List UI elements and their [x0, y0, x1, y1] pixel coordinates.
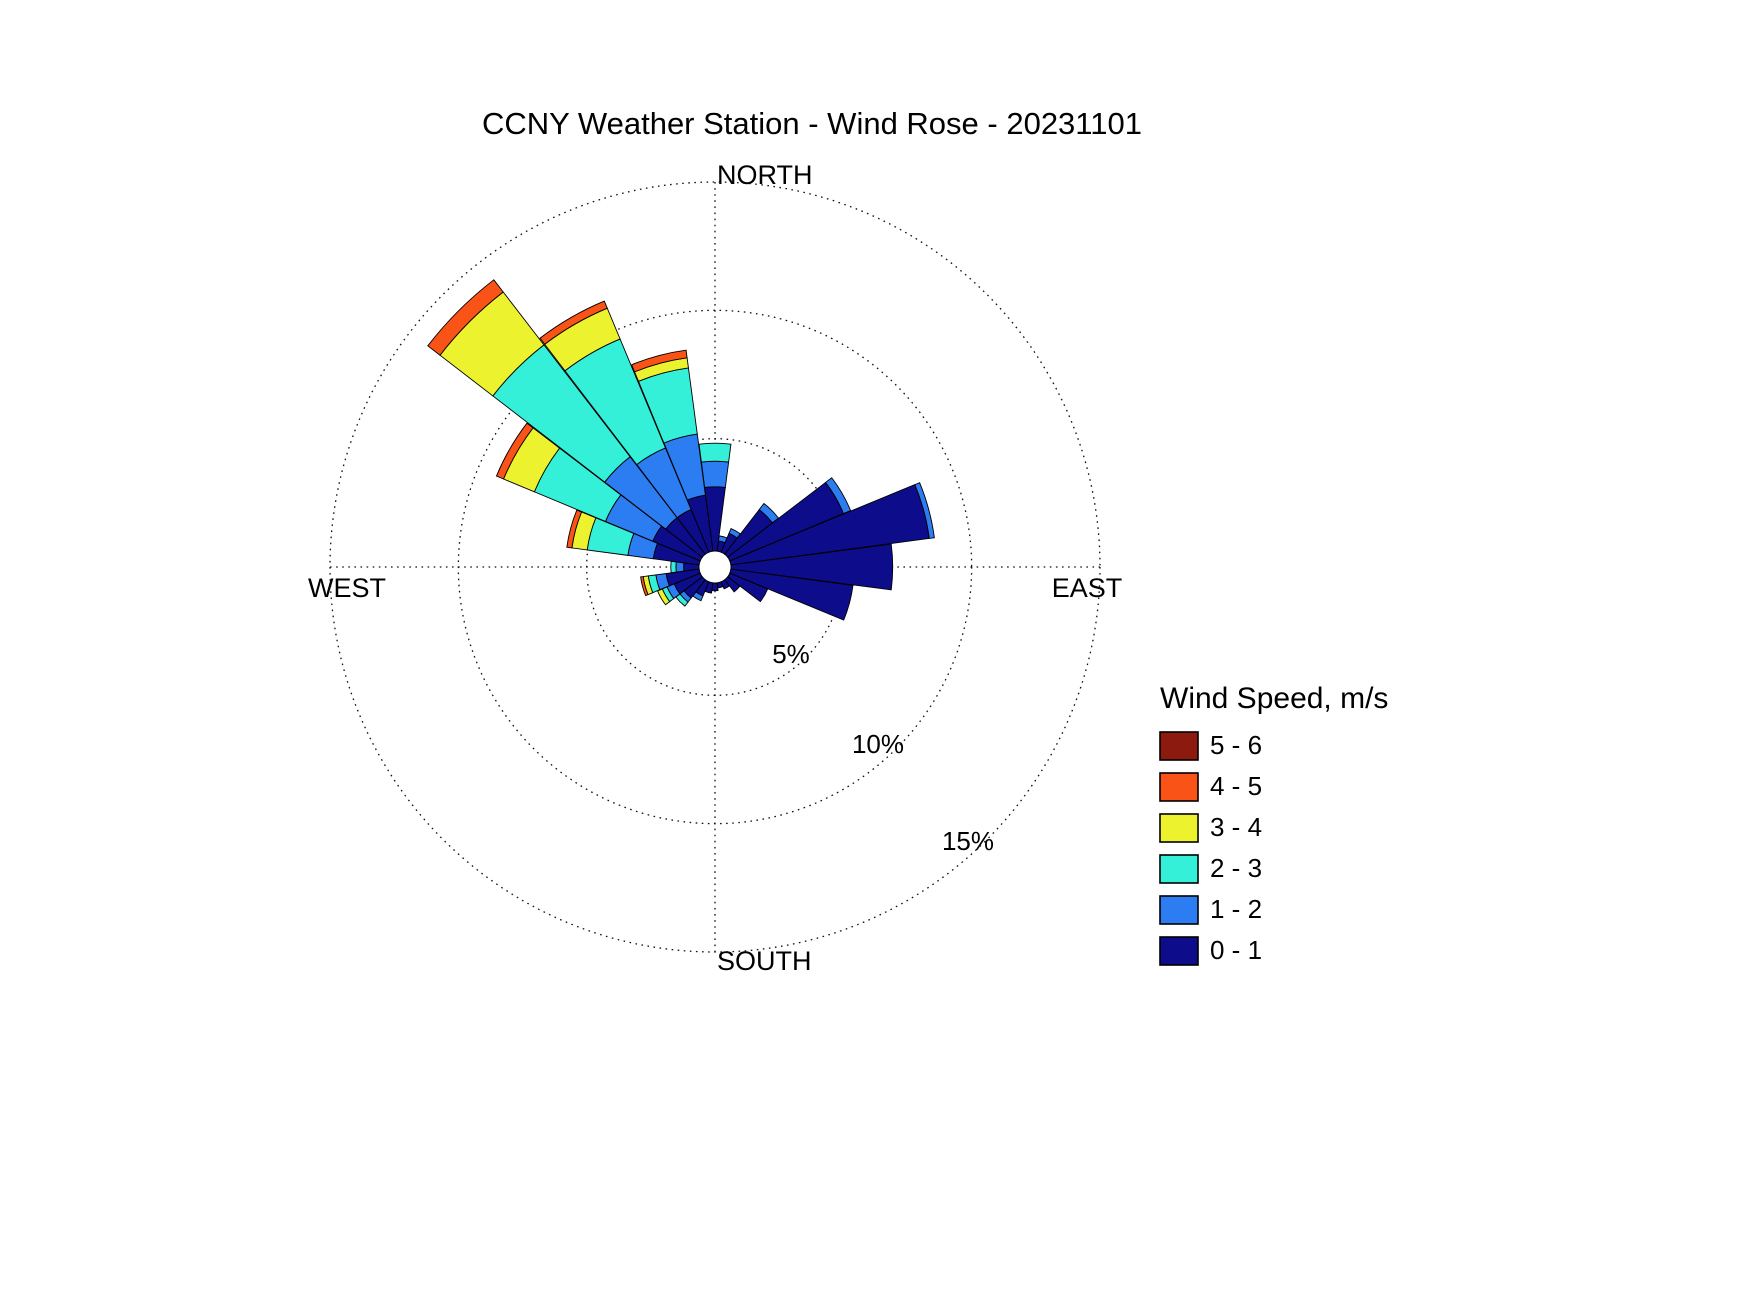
compass-label-east: EAST	[1052, 573, 1123, 603]
compass-label-north: NORTH	[717, 160, 813, 190]
ring-label-10: 10%	[852, 729, 904, 759]
compass-label-west: WEST	[308, 573, 386, 603]
windrose-petal-segment	[427, 279, 504, 356]
compass-label-south: SOUTH	[717, 946, 812, 976]
chart-title: CCNY Weather Station - Wind Rose - 20231…	[482, 106, 1142, 141]
windrose-petals	[427, 279, 935, 621]
windrose-petal-segment	[724, 576, 741, 593]
legend-title: Wind Speed, m/s	[1160, 682, 1388, 715]
legend-swatch	[1159, 895, 1199, 925]
grid-ring	[329, 181, 1101, 953]
legend-swatch	[1159, 813, 1199, 843]
windrose-petal-segment	[729, 568, 854, 621]
windrose-petal-segment	[700, 460, 730, 489]
polar-grid	[329, 181, 1101, 953]
legend-entry-label: 3 - 4	[1210, 812, 1262, 842]
legend-swatch	[1159, 854, 1199, 884]
windrose-petal-segment	[698, 442, 732, 463]
legend-entry-label: 1 - 2	[1210, 894, 1262, 924]
grid-ring	[457, 309, 973, 825]
legend-entry-label: 2 - 3	[1210, 853, 1262, 883]
windrose-petal-segment	[675, 561, 685, 573]
windrose-petal-segment	[824, 477, 852, 515]
legend-swatch	[1159, 936, 1199, 966]
windrose-petal-segment	[631, 349, 688, 373]
windrose-petal-segment	[495, 422, 534, 480]
legend-entry-label: 4 - 5	[1210, 771, 1262, 801]
legend-entry-label: 0 - 1	[1210, 935, 1262, 965]
legend-swatch	[1159, 772, 1199, 802]
windrose-petal-segment	[670, 560, 677, 574]
windrose-petal-segment	[539, 300, 608, 345]
windrose-petal-segment	[730, 543, 894, 591]
ring-label-15: 15%	[942, 826, 994, 856]
legend: 5 - 6 4 - 5 3 - 4 2 - 3 1 - 2 0 - 1	[1159, 730, 1262, 966]
windrose-petal-segment	[914, 482, 935, 539]
windrose-petal-segment	[727, 572, 769, 603]
ring-label-5: 5%	[772, 639, 810, 669]
windrose-petal-segment	[640, 576, 649, 597]
legend-entry-label: 5 - 6	[1210, 730, 1262, 760]
windrose-petal-segment	[566, 509, 583, 549]
legend-swatch	[1159, 731, 1199, 761]
